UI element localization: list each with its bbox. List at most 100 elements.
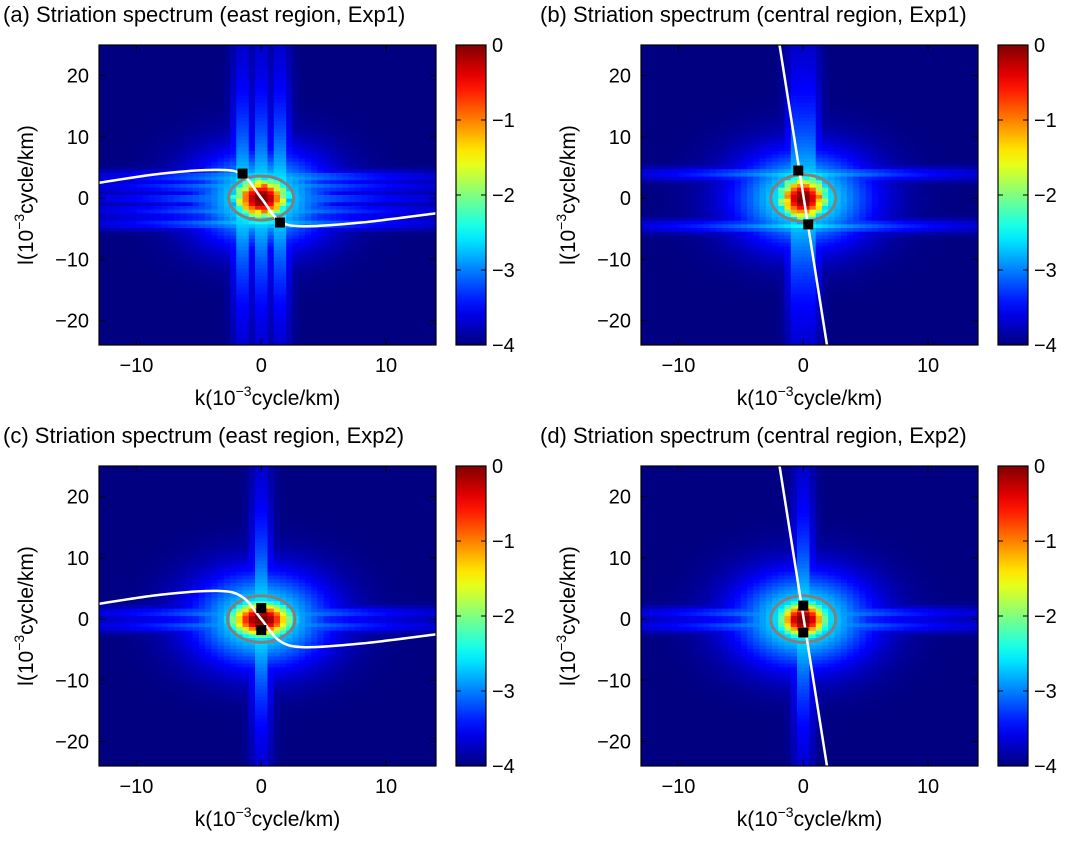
heatmap-cell: [304, 135, 312, 140]
heatmap-cell: [223, 98, 231, 104]
heatmap-cell: [292, 198, 300, 203]
heatmap-cell: [155, 73, 163, 78]
heatmap-cell: [398, 322, 406, 328]
heatmap-cell: [230, 220, 237, 225]
heatmap-cell: [361, 131, 368, 137]
heatmap-cell: [323, 249, 331, 254]
heatmap-cell: [379, 220, 387, 225]
heatmap-cell: [255, 120, 262, 126]
heatmap-cell: [653, 117, 661, 122]
heatmap-cell: [298, 260, 306, 265]
heatmap-cell: [236, 69, 244, 74]
heatmap-cell: [205, 198, 212, 203]
heatmap-cell: [286, 293, 294, 298]
heatmap-cell: [398, 65, 406, 71]
heatmap-cell: [99, 113, 106, 118]
heatmap-cell: [398, 311, 406, 317]
heatmap-cell: [304, 51, 312, 56]
heatmap-cell: [348, 168, 356, 173]
heatmap-cell: [273, 322, 281, 328]
heatmap-cell: [392, 194, 400, 199]
heatmap-cell: [142, 113, 150, 118]
heatmap-cell: [411, 278, 418, 284]
heatmap-cell: [336, 238, 343, 243]
heatmap-cell: [342, 271, 350, 276]
heatmap-cell: [336, 95, 343, 100]
heatmap-cell: [279, 326, 287, 331]
heatmap-cell: [672, 80, 680, 85]
heatmap-cell: [292, 187, 300, 192]
heatmap-cell: [136, 161, 144, 166]
heatmap-cell: [236, 113, 244, 118]
heatmap-cell: [279, 91, 287, 96]
heatmap-cell: [186, 91, 194, 96]
heatmap-cell: [672, 256, 680, 262]
heatmap-cell: [99, 308, 106, 313]
heatmap-cell: [653, 95, 661, 100]
heatmap-cell: [161, 172, 169, 177]
heatmap-cell: [317, 106, 325, 111]
heatmap-cell: [367, 271, 375, 276]
heatmap-cell: [123, 227, 131, 232]
heatmap-cell: [123, 198, 131, 203]
heatmap-cell: [336, 245, 343, 251]
heatmap-cell: [192, 194, 200, 199]
heatmap-cell: [373, 73, 381, 78]
heatmap-cell: [198, 128, 206, 133]
heatmap-cell: [298, 54, 306, 60]
heatmap-cell: [361, 341, 368, 345]
heatmap-cell: [123, 242, 131, 247]
heatmap-cell: [286, 176, 294, 181]
heatmap-cell: [105, 45, 113, 49]
heatmap-cell: [255, 330, 262, 335]
heatmap-cell: [429, 234, 436, 240]
heatmap-cell: [361, 65, 368, 71]
heatmap-cell: [198, 135, 206, 140]
heatmap-cell: [248, 91, 256, 96]
heatmap-cell: [317, 205, 325, 210]
heatmap-cell: [198, 333, 206, 339]
heatmap-cell: [317, 102, 325, 107]
heatmap-cell: [155, 205, 163, 210]
heatmap-cell: [192, 330, 200, 335]
heatmap-cell: [279, 95, 287, 100]
heatmap-cell: [367, 87, 375, 93]
heatmap-cell: [323, 341, 331, 345]
heatmap-cell: [279, 264, 287, 269]
heatmap-cell: [155, 231, 163, 236]
heatmap-cell: [248, 330, 256, 335]
heatmap-cell: [136, 319, 144, 324]
heatmap-cell: [111, 264, 119, 269]
heatmap-cell: [273, 128, 281, 133]
heatmap-cell: [653, 282, 661, 287]
heatmap-cell: [123, 286, 131, 291]
heatmap-cell: [379, 106, 387, 111]
heatmap-cell: [236, 337, 244, 342]
heatmap-cell: [429, 146, 436, 151]
heatmap-cell: [398, 139, 406, 144]
heatmap-cell: [323, 172, 331, 177]
heatmap-cell: [404, 165, 412, 170]
heatmap-cell: [398, 150, 406, 155]
heatmap-cell: [323, 98, 331, 104]
heatmap-cell: [659, 322, 667, 328]
heatmap-cell: [423, 128, 431, 133]
heatmap-cell: [304, 267, 312, 273]
heatmap-cell: [223, 260, 231, 265]
heatmap-cell: [292, 326, 300, 331]
heatmap-cell: [398, 54, 406, 60]
heatmap-cell: [373, 341, 381, 345]
heatmap-cell: [148, 150, 156, 155]
heatmap-cell: [417, 341, 425, 345]
heatmap-cell: [142, 176, 150, 181]
heatmap-cell: [192, 326, 200, 331]
heatmap-cell: [173, 322, 181, 328]
heatmap-cell: [423, 106, 431, 111]
heatmap-cell: [117, 135, 125, 140]
heatmap-cell: [273, 45, 281, 49]
heatmap-cell: [417, 135, 425, 140]
heatmap-cell: [255, 337, 262, 342]
heatmap-cell: [105, 271, 113, 276]
heatmap-cell: [354, 223, 362, 229]
heatmap-cell: [155, 234, 163, 240]
